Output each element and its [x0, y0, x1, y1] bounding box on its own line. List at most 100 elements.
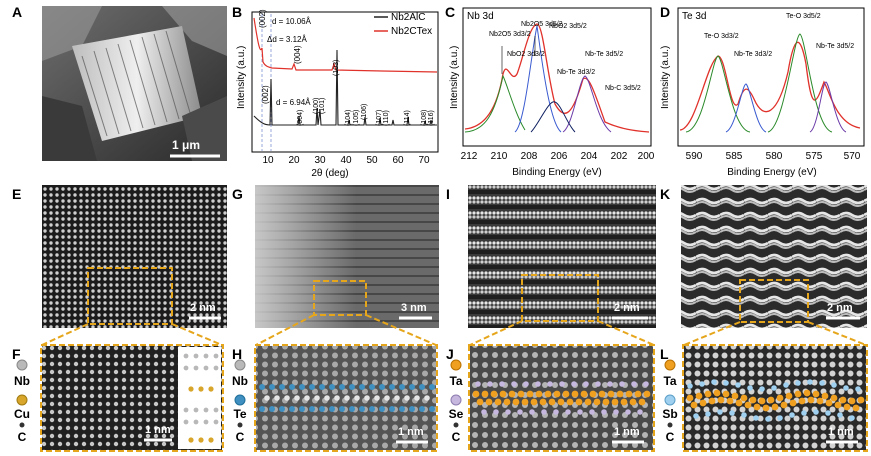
panel-d-peak-teo-52: Te-O 3d5/2: [786, 13, 821, 20]
panel-c-peak-nbo2-32: NbO2 3d3/2: [507, 51, 545, 58]
panel-c-title: Nb 3d: [467, 11, 494, 22]
panel-c-xlabel: Binding Energy (eV): [512, 167, 602, 178]
panel-b-peak-004: (004): [297, 110, 304, 126]
panel-h-scale-label: 1 nm: [398, 426, 424, 438]
panel-b-peak-002-top: (002): [258, 9, 267, 28]
panel-d-label: D: [660, 4, 671, 20]
panel-f-element-cu: Cu: [14, 407, 30, 421]
panel-c-peak-nbte-52: Nb-Te 3d5/2: [585, 51, 623, 58]
element-legend-markers: [16, 359, 676, 428]
panel-d-xtick-0: 590: [686, 151, 703, 162]
panel-d-peak-nbte-52: Nb-Te 3d5/2: [816, 43, 854, 50]
panel-j-element-se: Se: [448, 407, 464, 421]
panel-b-annot-d1: d = 10.06Å: [272, 17, 312, 26]
panel-a-scale-label: 1 μm: [172, 138, 201, 152]
panel-l-element-ta: Ta: [663, 374, 677, 388]
panel-b-peak-107: (107): [376, 110, 383, 126]
panel-b-xtick-3: 40: [340, 155, 352, 166]
panel-e-label: E: [12, 186, 22, 202]
panel-a-label: A: [12, 4, 23, 20]
panel-c-xtick-1: 210: [491, 151, 508, 162]
panel-l-element-c: C: [665, 430, 675, 444]
panel-i-image: [468, 185, 656, 328]
panel-b-xrd-chart: Intensity (a.u.) 10 20 30 40 50 60 70 2θ…: [236, 9, 439, 179]
panel-b-peak-002-bot: (002): [261, 85, 270, 104]
panel-i-roi-box: [521, 274, 599, 322]
panel-b-xlabel: 2θ (deg): [311, 168, 348, 179]
panel-c-label: C: [445, 4, 456, 20]
panel-d-peak-nbte-32: Nb-Te 3d3/2: [734, 51, 772, 58]
panel-b-xtick-6: 70: [418, 155, 430, 166]
panel-d-peak-teo-32: Te-O 3d3/2: [704, 33, 739, 40]
panel-f-structure-model: [178, 347, 221, 449]
panel-h-te-overlay: [259, 384, 435, 412]
panel-j-label: J: [446, 346, 454, 362]
panel-c-xtick-5: 202: [611, 151, 628, 162]
panel-b-ylabel: Intensity (a.u.): [236, 46, 247, 109]
panel-b-legend-nb2alc: Nb2AlC: [391, 12, 425, 23]
panel-b-annot-d2: d = 6.94Å: [276, 98, 311, 107]
panel-d-xtick-4: 570: [844, 151, 861, 162]
panel-b-peak-108: (108): [421, 110, 428, 126]
panel-c-peak-nbo2-52: NbO2 3d5/2: [549, 23, 587, 30]
panel-b-peak-100: (100): [313, 98, 320, 114]
panel-k-label: K: [660, 186, 671, 202]
panel-d-xtick-3: 575: [806, 151, 823, 162]
panel-h-label: H: [232, 346, 243, 362]
panel-c-peak-nb2o5-32: Nb2O5 3d3/2: [489, 31, 531, 38]
panel-c-xtick-6: 200: [638, 151, 655, 162]
panel-c-xtick-2: 208: [521, 151, 538, 162]
panel-k-roi-box: [739, 279, 809, 323]
panel-b-xtick-0: 10: [262, 155, 274, 166]
panel-c-xps-chart: Intensity (a.u.) Nb 3d Nb2O5 3d3/2 NbO2 …: [449, 7, 655, 178]
panel-e-scale-label: 2 nm: [190, 302, 216, 314]
panel-g-scale-label: 3 nm: [401, 302, 427, 314]
panel-b-annot-dd: Δd = 3.12Å: [267, 35, 307, 44]
panel-f-scale-label: 1 nm: [145, 424, 171, 436]
panel-l-scale-label: 1 nm: [828, 426, 854, 438]
panel-d-ylabel: Intensity (a.u.): [660, 46, 671, 109]
panel-h-element-c: C: [235, 430, 245, 444]
panel-l-ta-overlay: [686, 389, 865, 412]
panel-d-title: Te 3d: [682, 11, 706, 22]
panel-b-xtick-4: 50: [366, 155, 378, 166]
panel-k-image: [681, 185, 867, 328]
panel-f-element-c: C: [17, 430, 27, 444]
panel-b-xtick-1: 20: [288, 155, 300, 166]
panel-e-roi-box: [87, 267, 173, 325]
panel-b-peak-106: (106): [361, 104, 368, 120]
panel-b-label: B: [232, 4, 243, 20]
panel-d-xps-chart: Intensity (a.u.) Te 3d Te-O 3d3/2 Nb-Te …: [660, 7, 865, 178]
panel-i-label: I: [446, 186, 450, 202]
panel-g-roi-box: [313, 280, 367, 316]
panel-b-peak-116: (116): [428, 110, 435, 126]
panel-j-image: [470, 346, 653, 450]
panel-c-peak-nb2o5-52: Nb2O5 3d5/2: [521, 21, 563, 28]
panel-b-xtick-2: 30: [314, 155, 326, 166]
panel-e-image: [42, 185, 227, 328]
panel-l-element-sb: Sb: [662, 407, 678, 421]
panel-b-peak-105: (105): [353, 110, 360, 126]
panel-l-label: L: [660, 346, 669, 362]
panel-k-scale-label: 2 nm: [827, 302, 853, 314]
panel-c-xtick-0: 212: [461, 151, 478, 162]
panel-h-element-nb: Nb: [232, 374, 248, 388]
panel-c-peak-nbte-32: Nb-Te 3d3/2: [557, 69, 595, 76]
panel-c-xtick-4: 204: [581, 151, 598, 162]
panel-d-xtick-1: 585: [726, 151, 743, 162]
panel-i-scale-label: 2 nm: [614, 302, 640, 314]
panel-j-ta-overlay: [472, 390, 651, 406]
panel-h-element-te: Te: [233, 407, 247, 421]
panel-c-peak-nbc-52: Nb-C 3d5/2: [605, 85, 641, 92]
panel-d-xlabel: Binding Energy (eV): [727, 167, 817, 178]
panel-g-label: G: [232, 186, 243, 202]
panel-b-peak-114: (114): [404, 110, 411, 126]
panel-b-peak-101: (101): [319, 98, 326, 114]
panel-j-scale-label: 1 nm: [614, 426, 640, 438]
panel-f-element-nb: Nb: [14, 374, 30, 388]
panel-b-xtick-5: 60: [392, 155, 404, 166]
panel-c-xtick-3: 206: [551, 151, 568, 162]
panel-b-peak-004-top: (004): [293, 45, 302, 64]
panel-b-peak-104: (104): [345, 110, 352, 126]
